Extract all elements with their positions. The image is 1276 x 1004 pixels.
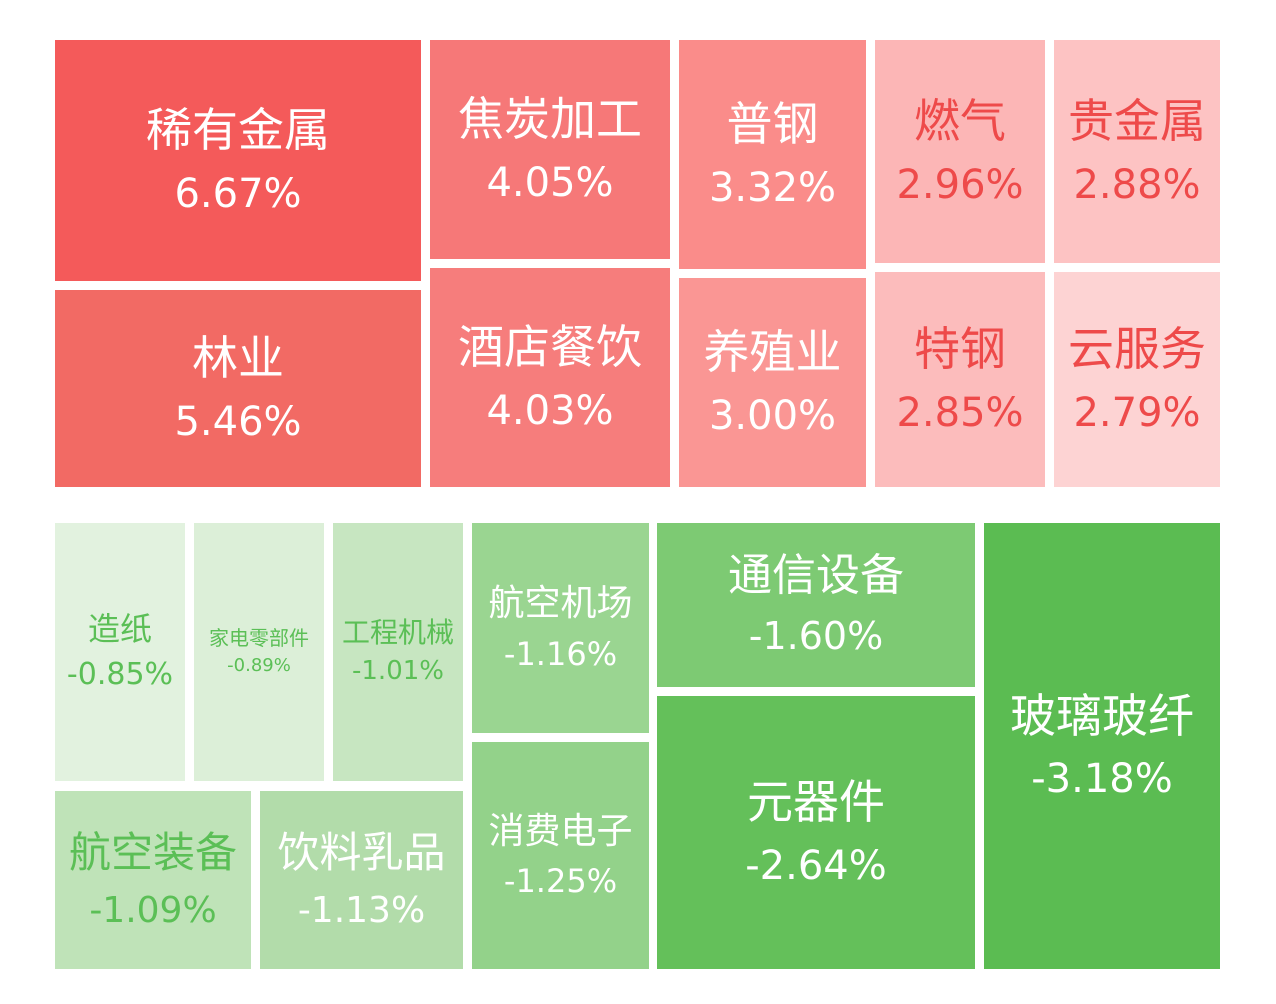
tile-name: 稀有金属 [146,103,330,158]
tile-value-label: 4.05% [486,159,614,206]
tile-name: 特钢 [914,322,1006,377]
tile-name: 玻璃玻纤 [1010,688,1194,743]
tile-value-label: 5.46% [174,398,302,445]
tile-value-label: -1.09% [89,889,217,931]
treemap-tile: 玻璃玻纤 -3.18% [984,523,1220,969]
treemap-tile: 通信设备 -1.60% [657,523,975,687]
tile-name: 云服务 [1068,322,1206,377]
tile-name: 焦炭加工 [458,92,642,147]
treemap-tile: 酒店餐饮 4.03% [430,268,670,487]
tile-value-label: 2.96% [896,161,1024,208]
tile-name: 普钢 [726,97,819,152]
tile-value-label: -1.13% [297,889,426,931]
tile-value-label: -0.89% [227,655,291,677]
treemap-tile: 贵金属 2.88% [1054,40,1220,263]
treemap-tile: 航空机场 -1.16% [472,523,649,733]
tile-value-label: -1.60% [748,613,884,658]
tile-value-label: 2.88% [1073,161,1201,208]
treemap-tile: 工程机械 -1.01% [333,523,463,781]
treemap-tile: 特钢 2.85% [875,272,1045,487]
tile-value-label: -2.64% [745,842,887,889]
treemap-tile: 云服务 2.79% [1054,272,1220,487]
tile-name: 饮料乳品 [277,827,446,877]
tile-name: 航空装备 [68,827,237,877]
treemap-tile: 养殖业 3.00% [679,278,866,487]
tile-name: 林业 [192,331,284,386]
treemap-tile: 家电零部件 -0.89% [194,523,324,781]
tile-value-label: 6.67% [174,170,302,217]
tile-value-label: -0.85% [66,657,174,693]
tile-name: 家电零部件 [209,626,309,651]
tile-name: 酒店餐饮 [458,320,642,375]
treemap-tile: 饮料乳品 -1.13% [260,791,463,969]
tile-name: 贵金属 [1068,94,1206,149]
tile-name: 航空机场 [488,583,633,625]
tile-value-label: -3.18% [1031,756,1173,803]
tile-value-label: 4.03% [486,387,614,434]
treemap-tile: 林业 5.46% [55,290,421,487]
tile-name: 元器件 [747,775,885,830]
tile-value-label: 3.00% [708,392,837,439]
tile-name: 燃气 [914,94,1006,149]
treemap-tile: 造纸 -0.85% [55,523,185,781]
tile-value-label: 2.79% [1073,389,1201,436]
tile-name: 养殖业 [703,325,842,380]
tile-name: 消费电子 [488,810,633,852]
tile-value-label: -1.25% [503,862,618,901]
treemap-tile: 普钢 3.32% [679,40,866,269]
tile-name: 工程机械 [341,615,454,649]
treemap-tile: 焦炭加工 4.05% [430,40,670,259]
tile-value-label: 2.85% [896,389,1024,436]
treemap-tile: 航空装备 -1.09% [55,791,251,969]
treemap-tile: 元器件 -2.64% [657,696,975,969]
tile-value-label: -1.01% [352,656,444,687]
tile-value-label: -1.16% [503,634,618,673]
tile-name: 造纸 [87,610,152,649]
tile-name: 通信设备 [728,550,904,602]
treemap-tile: 燃气 2.96% [875,40,1045,263]
treemap-tile: 稀有金属 6.67% [55,40,421,281]
treemap-tile: 消费电子 -1.25% [472,742,649,969]
tile-value-label: 3.32% [708,164,837,211]
